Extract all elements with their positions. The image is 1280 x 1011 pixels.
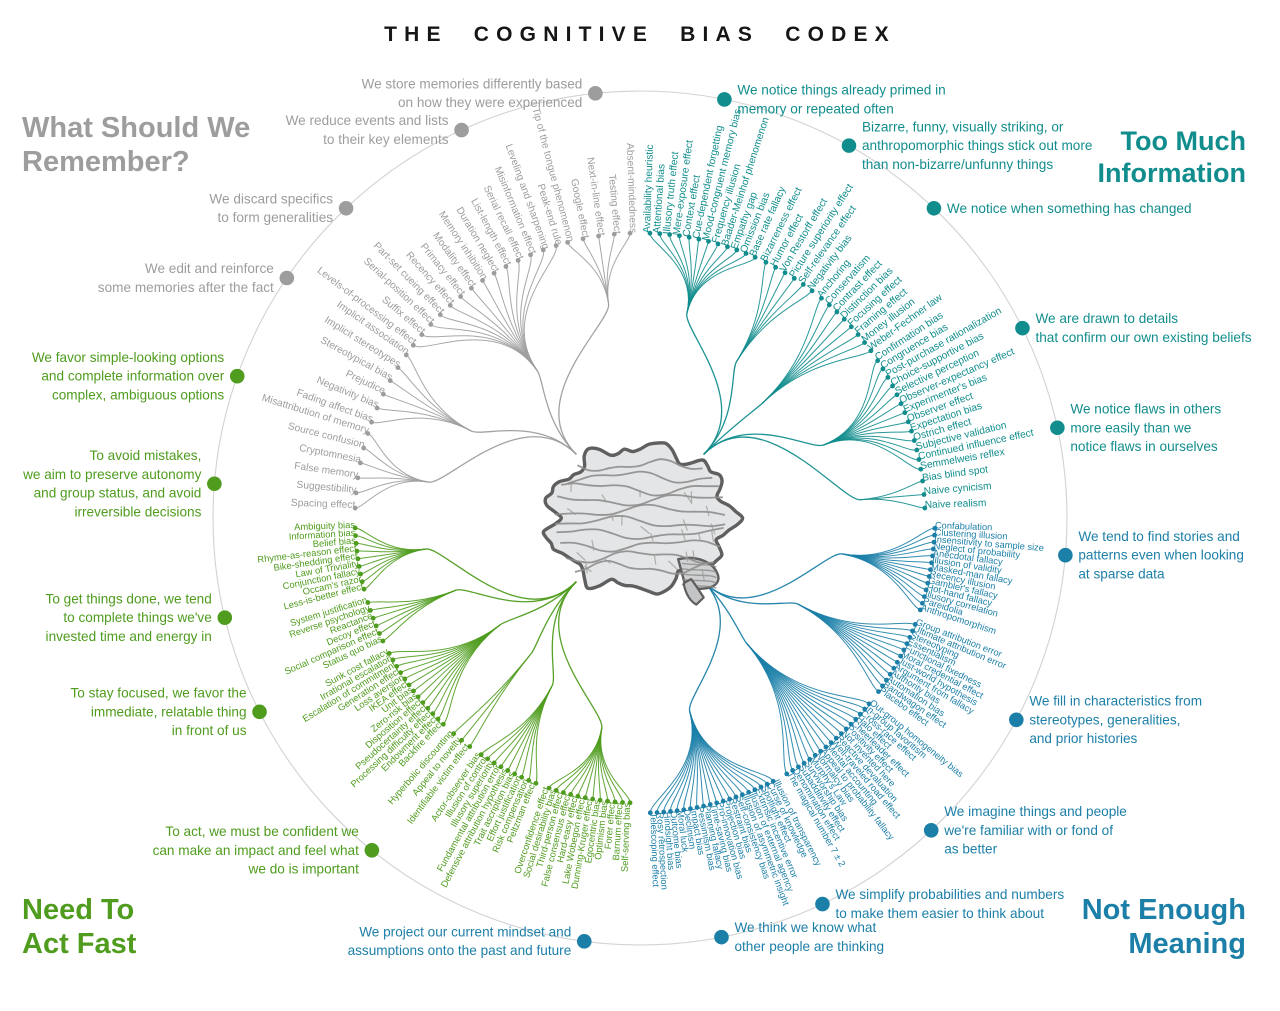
svg-text:we're familiar with or fond of: we're familiar with or fond of xyxy=(943,823,1113,838)
svg-text:We are drawn to details: We are drawn to details xyxy=(1035,311,1178,326)
svg-text:as better: as better xyxy=(944,842,997,857)
svg-text:We store memories differently: We store memories differently based xyxy=(361,76,582,91)
svg-text:assumptions onto the past and: assumptions onto the past and future xyxy=(348,943,572,958)
svg-text:stereotypes, generalities,: stereotypes, generalities, xyxy=(1029,712,1180,727)
svg-text:some memories after the fact: some memories after the fact xyxy=(98,280,274,295)
svg-text:patterns even when looking: patterns even when looking xyxy=(1078,548,1244,563)
svg-text:we do is important: we do is important xyxy=(248,862,360,877)
svg-text:to form generalities: to form generalities xyxy=(217,210,333,225)
svg-text:To get things done, we tend: To get things done, we tend xyxy=(46,591,212,606)
svg-text:to make them easier to think a: to make them easier to think about xyxy=(835,906,1044,921)
svg-text:irreversible decisions: irreversible decisions xyxy=(74,504,201,519)
svg-text:and prior histories: and prior histories xyxy=(1029,731,1137,746)
svg-text:at sparse data: at sparse data xyxy=(1078,567,1165,582)
svg-text:in front of us: in front of us xyxy=(172,723,247,738)
svg-text:invested time and energy in: invested time and energy in xyxy=(46,629,212,644)
svg-text:We notice things already prime: We notice things already primed in xyxy=(737,83,945,98)
svg-text:notice flaws in ourselves: notice flaws in ourselves xyxy=(1070,439,1218,454)
svg-text:We project our current mindset: We project our current mindset and xyxy=(359,924,571,939)
svg-text:anthropomorphic things stick o: anthropomorphic things stick out more xyxy=(862,138,1092,153)
svg-text:To avoid mistakes,: To avoid mistakes, xyxy=(90,448,202,463)
svg-text:we aim to preserve autonomy: we aim to preserve autonomy xyxy=(22,467,202,482)
svg-text:We reduce events and lists: We reduce events and lists xyxy=(286,113,449,128)
svg-text:We simplify probabilities and: We simplify probabilities and numbers xyxy=(835,887,1064,902)
svg-text:Bizarre, funny, visually strik: Bizarre, funny, visually striking, or xyxy=(862,119,1064,134)
svg-text:Telescoping effect: Telescoping effect xyxy=(648,813,661,888)
svg-text:more easily than we: more easily than we xyxy=(1070,420,1191,435)
svg-text:To stay focused, we favor the: To stay focused, we favor the xyxy=(70,686,246,701)
svg-text:that confirm our own existing: that confirm our own existing beliefs xyxy=(1035,330,1251,345)
svg-text:To act, we must be confident w: To act, we must be confident we xyxy=(165,824,358,839)
svg-text:We favor simple-looking option: We favor simple-looking options xyxy=(32,350,225,365)
svg-text:We fill in characteristics fro: We fill in characteristics from xyxy=(1029,693,1202,708)
svg-text:We tend to find stories and: We tend to find stories and xyxy=(1078,529,1239,544)
svg-text:other people are thinking: other people are thinking xyxy=(734,939,884,954)
svg-text:Naive cynicism: Naive cynicism xyxy=(923,481,992,498)
svg-text:than non-bizarre/unfunny thing: than non-bizarre/unfunny things xyxy=(862,157,1053,172)
svg-text:Testing effect: Testing effect xyxy=(606,174,622,235)
svg-text:Absent-mindedness: Absent-mindedness xyxy=(624,143,638,233)
svg-text:immediate, relatable thing: immediate, relatable thing xyxy=(91,704,247,719)
svg-text:to their key elements: to their key elements xyxy=(323,132,449,147)
svg-text:and complete information over: and complete information over xyxy=(41,369,224,384)
svg-text:We notice when something has c: We notice when something has changed xyxy=(947,201,1192,216)
svg-text:on how they were experienced: on how they were experienced xyxy=(398,95,582,110)
svg-text:can make an impact and feel wh: can make an impact and feel what xyxy=(153,843,360,858)
svg-text:Ambiguity bias: Ambiguity bias xyxy=(294,519,356,532)
svg-text:We imagine things and people: We imagine things and people xyxy=(944,804,1127,819)
svg-text:Spacing effect: Spacing effect xyxy=(291,498,356,511)
svg-text:Suggestibility: Suggestibility xyxy=(296,480,358,496)
svg-text:and group status, and avoid: and group status, and avoid xyxy=(34,486,202,501)
svg-text:to complete things we've: to complete things we've xyxy=(63,610,211,625)
svg-text:memory or repeated often: memory or repeated often xyxy=(737,101,893,116)
svg-text:complex, ambiguous options: complex, ambiguous options xyxy=(52,387,224,402)
svg-text:We think we know what: We think we know what xyxy=(734,920,876,935)
svg-text:We edit and reinforce: We edit and reinforce xyxy=(145,261,274,276)
svg-text:Naive realism: Naive realism xyxy=(925,498,987,511)
svg-text:We notice flaws in others: We notice flaws in others xyxy=(1070,401,1221,416)
svg-text:We discard specifics: We discard specifics xyxy=(209,191,333,206)
